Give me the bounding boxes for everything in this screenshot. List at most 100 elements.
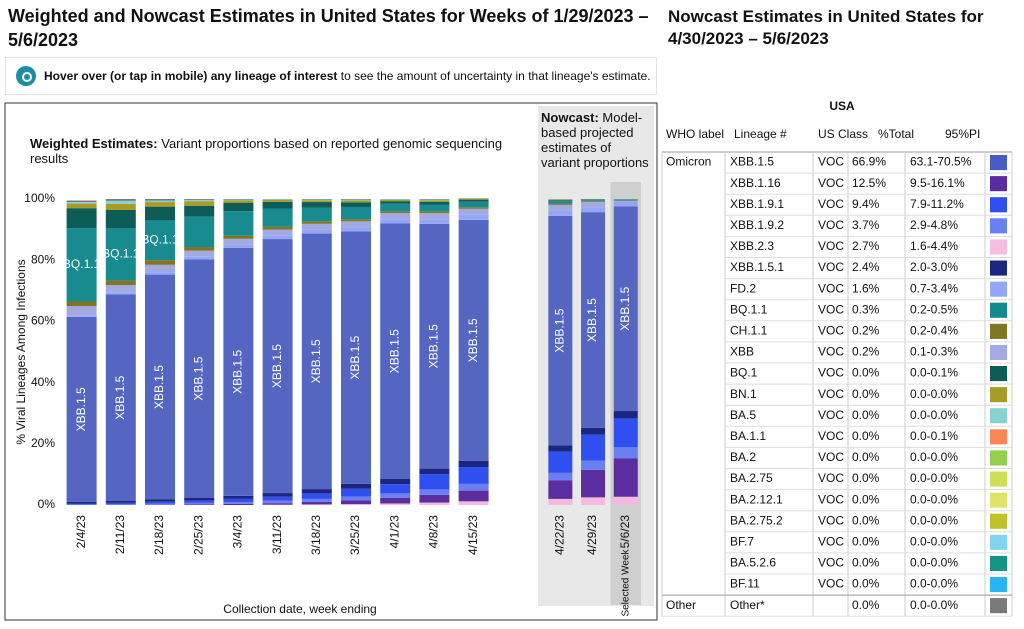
bar-segment xyxy=(66,315,97,317)
bar-segment xyxy=(105,280,136,285)
bar-segment xyxy=(301,199,332,200)
bar-segment xyxy=(581,207,606,213)
bar-segment xyxy=(419,201,450,205)
bar-segment xyxy=(341,202,371,207)
nowcast-desc: Model-based projected estimates of varia… xyxy=(541,110,649,170)
y-tick-label: 20% xyxy=(31,436,55,450)
bar-segment xyxy=(380,199,411,202)
table-cell: BQ.1.1 xyxy=(730,302,768,316)
color-swatch xyxy=(990,492,1007,508)
table-cell: BA.2 xyxy=(730,450,756,464)
table-cell: XBB.1.9.2 xyxy=(730,218,784,232)
segment-label: XBB.1.5 xyxy=(618,286,632,330)
segment-label: XBB.1.5 xyxy=(270,344,284,388)
bar-segment xyxy=(66,501,97,504)
column-header: US Class xyxy=(818,127,868,141)
bar-segment xyxy=(341,219,371,222)
bar-segment xyxy=(458,460,489,468)
table-title: Nowcast Estimates in United States for 4… xyxy=(668,7,984,48)
segment-label: BQ.1.1 xyxy=(141,232,179,246)
y-tick-label: 100% xyxy=(24,191,55,205)
table-cell: VOC xyxy=(818,387,844,401)
table-cell: 0.0-0.1% xyxy=(910,429,958,443)
x-tick-label: 3/4/23 xyxy=(231,515,245,549)
table-cell: VOC xyxy=(818,218,844,232)
bar-segment xyxy=(581,497,606,505)
table-who: Other xyxy=(666,598,696,612)
color-swatch xyxy=(990,197,1007,213)
table-cell: 0.0% xyxy=(852,471,880,485)
hint-bold: Hover over (or tap in mobile) any lineag… xyxy=(44,69,338,83)
bar-segment xyxy=(341,199,371,201)
bar-segment xyxy=(262,208,293,227)
table-cell: 0.0-0.0% xyxy=(910,535,958,549)
bar-segment xyxy=(380,497,411,504)
table-cell: 2.9-4.8% xyxy=(910,218,958,232)
table-cell: 0.0% xyxy=(852,513,880,527)
bar-segment xyxy=(262,199,293,202)
bar-segment xyxy=(581,460,606,470)
table-cell: VOC xyxy=(818,556,844,570)
table-cell: BA.2.75 xyxy=(730,471,773,485)
table-cell: 66.9% xyxy=(852,155,886,169)
column-header: 95%PI xyxy=(945,127,980,141)
color-swatch xyxy=(990,598,1007,614)
bar-segment xyxy=(223,238,254,245)
chart-panel xyxy=(4,102,658,621)
bar-segment xyxy=(419,474,450,490)
y-tick-label: 0% xyxy=(38,497,56,511)
bar-segment xyxy=(419,199,450,200)
table-cell: XBB.1.16 xyxy=(730,176,781,190)
bar-segment xyxy=(301,498,332,502)
table-cell: BA.2.12.1 xyxy=(730,492,783,506)
color-swatch xyxy=(990,344,1007,360)
bar-segment xyxy=(301,493,332,499)
table-cell: 63.1-70.5% xyxy=(910,155,972,169)
table-cell: VOC xyxy=(818,302,844,316)
weighted-desc: Variant proportions based on reported ge… xyxy=(30,136,503,166)
hint-icon xyxy=(16,66,36,86)
x-tick-label: 3/11/23 xyxy=(270,515,284,554)
x-tick-label: 2/4/23 xyxy=(74,515,88,549)
bar-segment xyxy=(613,201,638,207)
bar-segment xyxy=(548,201,573,204)
bar-segment xyxy=(145,264,175,273)
bar-segment xyxy=(548,203,573,205)
table-cell: 0.7-3.4% xyxy=(910,281,958,295)
bar-segment xyxy=(145,199,175,201)
bar-segment xyxy=(419,223,450,469)
bar-segment xyxy=(581,199,606,201)
table-cell: 0.0-0.0% xyxy=(910,471,958,485)
bar-segment xyxy=(184,201,215,206)
bar-segment xyxy=(66,316,97,502)
table-cell: 0.0-0.0% xyxy=(910,577,958,591)
segment-label: XBB.1.5 xyxy=(74,387,88,431)
color-swatch xyxy=(990,408,1007,424)
table-cell: VOC xyxy=(818,260,844,274)
bar-segment xyxy=(458,490,489,502)
table-cell: 0.0% xyxy=(852,577,880,591)
bar-segment xyxy=(301,221,332,224)
y-tick-label: 80% xyxy=(31,252,55,266)
bar-segment xyxy=(548,204,573,211)
bar-segment xyxy=(301,489,332,494)
bar-segment xyxy=(380,493,411,498)
segment-label: XBB.1.5 xyxy=(585,298,599,342)
color-swatch xyxy=(990,429,1007,445)
bar-segment xyxy=(581,469,606,498)
color-swatch xyxy=(990,471,1007,487)
bar-segment xyxy=(184,247,215,251)
bar-segment xyxy=(66,202,97,204)
bar-segment xyxy=(223,202,254,212)
bar-segment xyxy=(419,219,450,224)
table-cell: 12.5% xyxy=(852,176,886,190)
bar-segment xyxy=(613,458,638,497)
bar-segment xyxy=(419,204,450,212)
bar-segment xyxy=(548,451,573,473)
bar-segment xyxy=(105,228,136,281)
table-cell: VOC xyxy=(818,176,844,190)
table-cell: VOC xyxy=(818,281,844,295)
table-cell: 0.0-0.0% xyxy=(910,387,958,401)
bar-segment xyxy=(341,199,371,200)
